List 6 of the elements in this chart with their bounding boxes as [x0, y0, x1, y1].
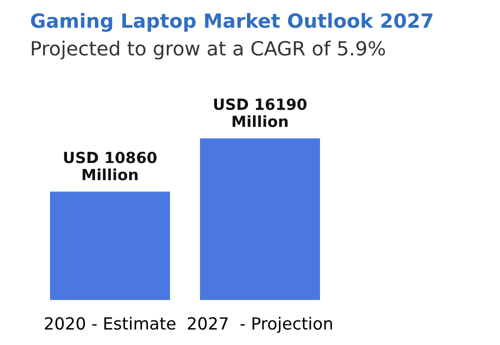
- chart-title: Gaming Laptop Market Outlook 2027: [30, 12, 432, 32]
- chart-subtitle: Projected to grow at a CAGR of 5.9%: [32, 40, 385, 60]
- x-tick-label: 2027 - Projection: [188, 316, 332, 333]
- x-tick-label: 2020 - Estimate: [44, 316, 176, 330]
- data-label: USD 10860 Million: [64, 152, 157, 180]
- data-label: USD 16190 Million: [214, 98, 307, 128]
